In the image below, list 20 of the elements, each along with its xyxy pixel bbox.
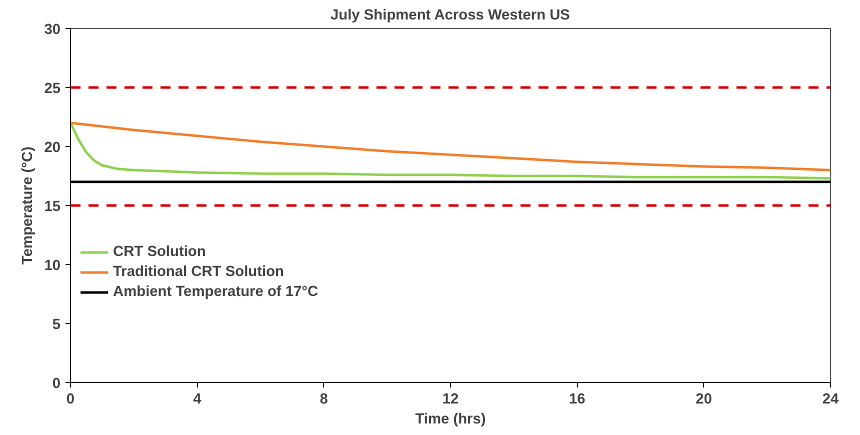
y-tick-label: 15 — [44, 199, 61, 215]
x-tick-label: 4 — [193, 392, 202, 408]
x-tick-label: 8 — [320, 392, 328, 408]
y-tick-label: 20 — [44, 140, 61, 156]
x-tick-label: 16 — [569, 392, 586, 408]
legend-label: CRT Solution — [113, 244, 206, 260]
y-tick-label: 10 — [44, 258, 61, 274]
legend-label: Traditional CRT Solution — [113, 264, 284, 280]
x-tick-label: 24 — [822, 392, 840, 408]
y-tick-label: 0 — [52, 376, 61, 392]
x-axis-title: Time (hrs) — [415, 412, 486, 428]
legend-label: Ambient Temperature of 17°C — [113, 284, 318, 300]
y-tick-label: 30 — [44, 22, 61, 38]
y-tick-label: 5 — [52, 317, 61, 333]
y-tick-label: 25 — [44, 81, 61, 97]
chart-title: July Shipment Across Western US — [330, 8, 570, 24]
x-tick-label: 12 — [442, 392, 459, 408]
x-tick-label: 20 — [696, 392, 712, 408]
x-tick-label: 0 — [66, 392, 75, 408]
y-axis-title: Temperature (°C) — [20, 146, 36, 264]
